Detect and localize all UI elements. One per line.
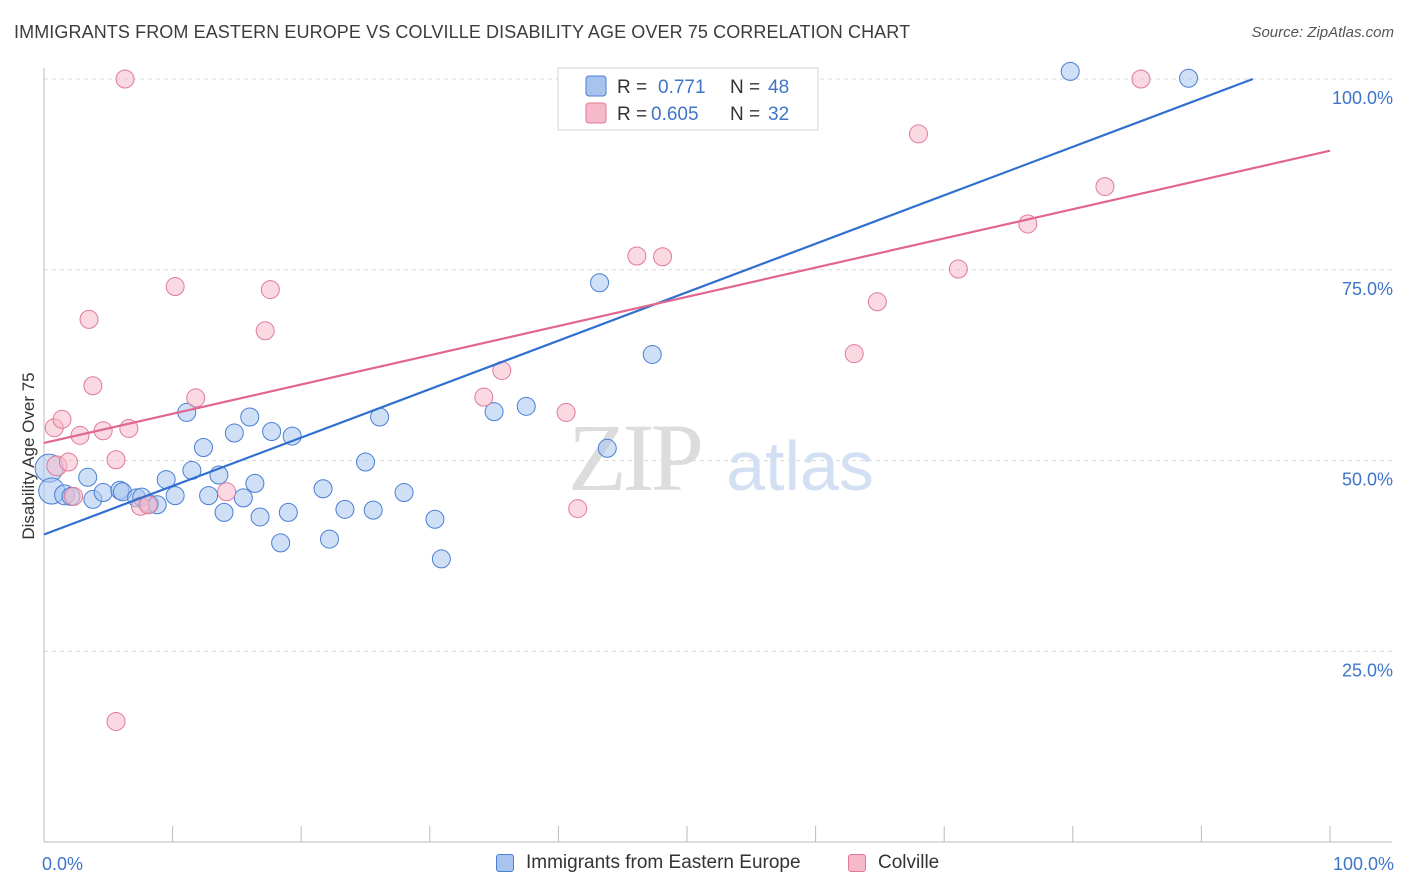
data-point (199, 486, 219, 506)
data-point (844, 344, 864, 364)
legend-r-label-blue: R = (617, 77, 652, 98)
series-eastern-europe-points (34, 61, 1199, 569)
correlation-legend: R = 0.771 N = 48 R = 0.605 N = 32 (557, 67, 819, 131)
data-point (262, 422, 282, 442)
legend-swatch-eastern-europe (496, 854, 514, 872)
y-tick-label: 100.0% (1332, 88, 1393, 108)
legend-item-colville[interactable]: Colville (848, 852, 939, 874)
data-point (394, 483, 414, 503)
data-point (474, 387, 494, 407)
data-point (1060, 61, 1080, 81)
legend-swatch-pink (585, 102, 607, 124)
data-point (271, 533, 291, 553)
data-point (313, 479, 333, 499)
x-tick-label-100: 100.0% (1333, 854, 1394, 874)
data-point (484, 402, 504, 422)
data-point (240, 407, 260, 427)
data-point (165, 486, 185, 506)
data-point (590, 273, 610, 293)
legend-n-label-pink: N = (730, 104, 765, 125)
data-point (948, 259, 968, 279)
data-point (556, 402, 576, 422)
data-point (233, 488, 253, 508)
data-point (83, 376, 103, 396)
y-tick-labels: 25.0% 50.0% 75.0% 100.0% (1332, 88, 1393, 680)
legend-label-eastern-europe: Immigrants from Eastern Europe (526, 852, 801, 873)
legend-r-label-pink: R = (617, 104, 652, 125)
legend-n-value-pink: 32 (768, 104, 789, 125)
watermark-atlas: atlas (726, 427, 874, 505)
data-points (34, 61, 1199, 731)
data-point (217, 482, 237, 502)
watermark-zip: ZIP (568, 404, 701, 511)
data-point (93, 483, 113, 503)
data-point (255, 321, 275, 341)
legend-r-value-pink: 0.605 (651, 104, 699, 125)
data-point (79, 309, 99, 329)
legend-r-value-blue: 0.771 (658, 77, 706, 98)
series-colville-points (44, 69, 1151, 731)
series-legend: Immigrants from Eastern Europe Colville (0, 852, 1406, 878)
data-point (245, 473, 265, 493)
data-point (58, 452, 78, 472)
axes (43, 68, 1392, 843)
data-point (250, 507, 270, 527)
data-point (642, 344, 662, 364)
data-point (106, 450, 126, 470)
data-point (224, 423, 244, 443)
data-point (52, 409, 72, 429)
legend-n-label-blue: N = (730, 77, 765, 98)
data-point (597, 438, 617, 458)
y-tick-label: 25.0% (1342, 660, 1393, 680)
trend-lines (43, 77, 1331, 536)
data-point (627, 246, 647, 266)
data-point (186, 388, 206, 408)
data-point (278, 502, 298, 522)
data-point (115, 69, 135, 89)
data-point (260, 280, 280, 300)
y-axis-label: Disability Age Over 75 (19, 372, 38, 539)
data-point (282, 426, 302, 446)
data-point (908, 124, 928, 144)
data-point (363, 500, 383, 520)
legend-swatch-colville (848, 854, 866, 872)
data-point (867, 292, 887, 312)
data-point (1131, 69, 1151, 89)
trend-line-eastern-europe (43, 77, 1254, 536)
data-point (568, 499, 588, 519)
data-point (356, 452, 375, 472)
data-point (516, 396, 536, 416)
data-point (78, 467, 98, 487)
y-tick-label: 50.0% (1342, 470, 1393, 490)
data-point (319, 529, 339, 549)
legend-swatch-blue (585, 75, 607, 97)
source-label: Source: ZipAtlas.com (1251, 24, 1394, 41)
data-point (64, 486, 84, 506)
gridlines (44, 78, 1392, 652)
data-point (214, 502, 234, 522)
watermark: ZIP atlas (568, 404, 874, 511)
data-point (431, 549, 451, 569)
data-point (425, 509, 445, 529)
data-point (193, 438, 213, 458)
y-tick-label: 75.0% (1342, 279, 1393, 299)
legend-label-colville: Colville (878, 852, 940, 873)
legend-item-eastern-europe[interactable]: Immigrants from Eastern Europe (496, 852, 801, 874)
data-point (335, 499, 355, 519)
data-point (106, 711, 126, 731)
x-tick-label-0: 0.0% (42, 854, 83, 874)
trend-line-colville (43, 149, 1331, 445)
data-point (165, 277, 185, 297)
chart-title: IMMIGRANTS FROM EASTERN EUROPE VS COLVIL… (14, 22, 911, 42)
data-point (1095, 177, 1115, 197)
data-point (1179, 68, 1199, 88)
legend-n-value-blue: 48 (768, 77, 789, 98)
data-point (653, 247, 673, 267)
